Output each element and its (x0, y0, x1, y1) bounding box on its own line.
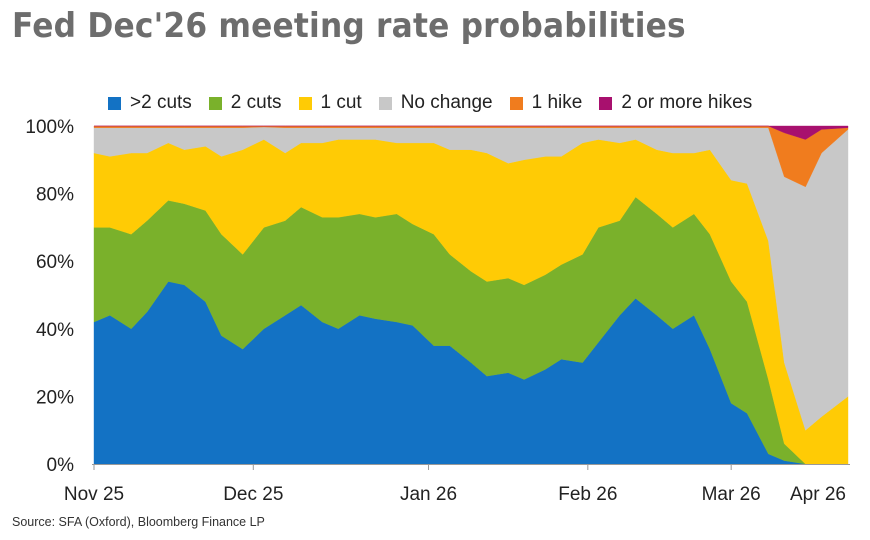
legend-swatch (509, 96, 523, 110)
x-tick-label: Dec 25 (223, 484, 283, 505)
y-tick-label: 0% (47, 455, 75, 476)
page-title: Fed Dec'26 meeting rate probabilities (12, 6, 686, 46)
chart-axes: 0% 20% 40% 60% 80% 100% Nov 25 Dec 25 Jan 26 Feb … (25, 117, 850, 505)
legend-swatch (298, 96, 312, 110)
x-tick-label: Mar 26 (702, 484, 761, 505)
x-tick-label: Nov 25 (64, 484, 124, 505)
legend-item: 2 cuts (208, 92, 282, 114)
stacked-areas (93, 125, 849, 465)
legend-label: No change (400, 92, 493, 113)
x-tick-label: Apr 26 (790, 484, 846, 505)
legend-item: >2 cuts (108, 92, 192, 114)
y-tick-label: 40% (36, 320, 74, 341)
legend-label: 2 cuts (230, 92, 282, 113)
legend-label: 2 or more hikes (621, 92, 753, 113)
y-tick-label: 80% (36, 185, 74, 206)
legend-label: >2 cuts (130, 92, 192, 113)
source-note: Source: SFA (Oxford), Bloomberg Finance … (12, 515, 265, 529)
y-tick-label: 60% (36, 252, 74, 273)
legend-label: 1 cut (320, 92, 362, 113)
y-tick-label: 20% (36, 387, 74, 408)
legend-item: 1 hike (509, 92, 583, 114)
series-area-5 (94, 125, 849, 140)
y-tick-label: 100% (25, 117, 74, 138)
legend-item: 2 or more hikes (599, 92, 752, 114)
legend-label: 1 hike (531, 92, 583, 113)
legend-swatch (108, 96, 121, 110)
chart-legend: >2 cuts 2 cuts 1 cut No change 1 hike 2 or mo… (108, 91, 752, 115)
legend-swatch (599, 96, 613, 110)
x-tick-label: Jan 26 (400, 484, 457, 505)
legend-swatch (208, 96, 222, 110)
legend-item: 1 cut (298, 92, 362, 114)
x-tick-label: Feb 26 (558, 484, 617, 505)
legend-item: No change (378, 92, 493, 114)
legend-swatch (378, 96, 392, 110)
